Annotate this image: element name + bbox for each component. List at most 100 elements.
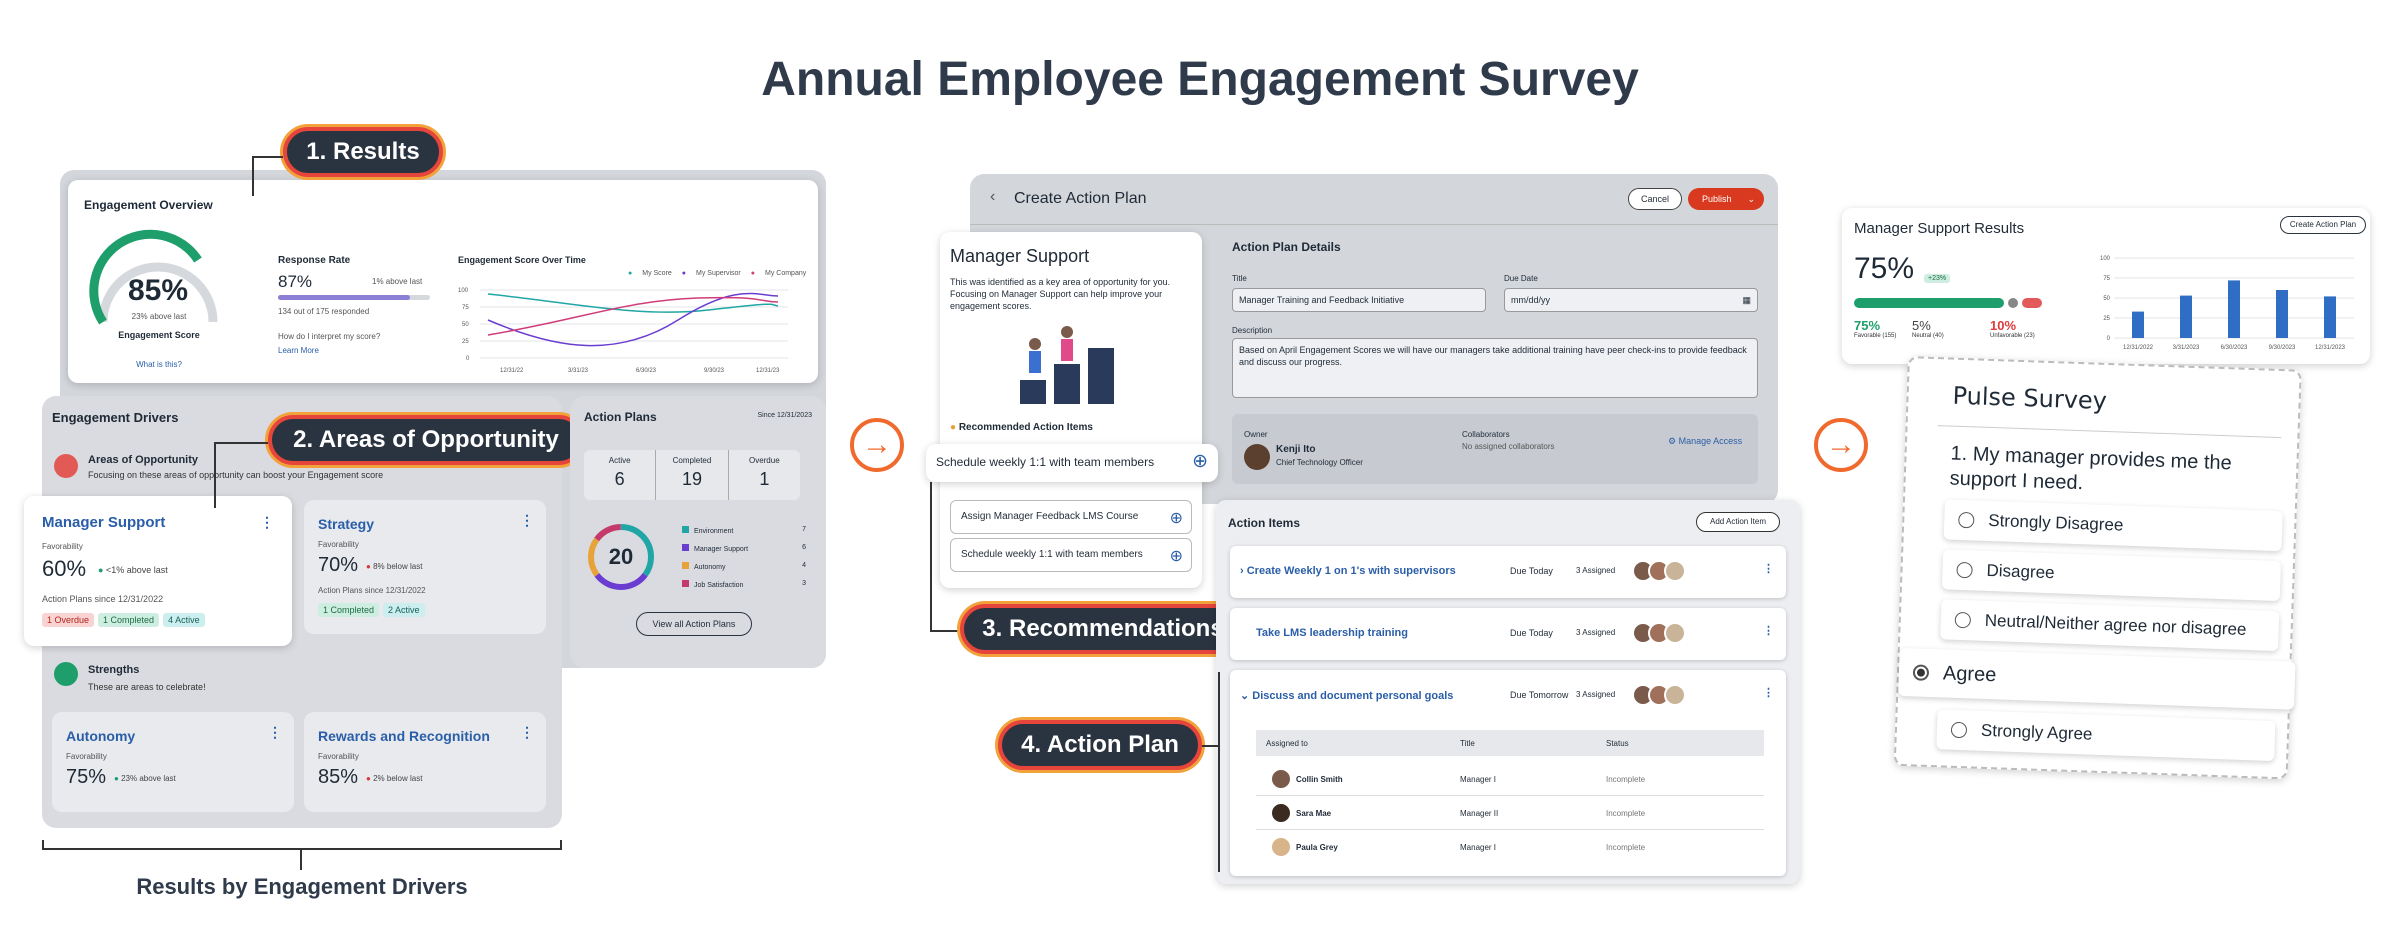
publish-button[interactable]: Publish ⌄	[1688, 188, 1764, 210]
strategy-delta: ● 8% below last	[366, 562, 423, 571]
engagement-drivers-panel: Engagement Drivers Areas of Opportunity …	[42, 396, 562, 828]
svg-text:3/31/23: 3/31/23	[568, 368, 589, 374]
action-plans-panel: Action Plans Since 12/31/2023 Active 6 Co…	[570, 396, 826, 668]
autonomy-value: 75%	[66, 766, 107, 788]
strengths-title: Strengths	[88, 664, 140, 676]
radio-option[interactable]: Disagree	[1941, 549, 2282, 602]
svg-text:6/30/23: 6/30/23	[636, 368, 657, 374]
description-field[interactable]: Based on April Engagement Scores we will…	[1232, 338, 1758, 398]
x-tick-label: 12/31/2023	[2315, 345, 2346, 351]
action-item-row[interactable]: › Create Weekly 1 on 1's with supervisor…	[1230, 546, 1786, 598]
action-item-row-expanded[interactable]: ⌄ Discuss and document personal goals Du…	[1230, 670, 1786, 876]
avatar-group	[1632, 684, 1686, 706]
results-bar-chart: 100 75 50 25 0 12/31/2022 3/31/2023 6/30/2023 9/…	[2100, 256, 2354, 351]
action-item-title: Take LMS leadership training	[1256, 627, 1408, 639]
msup-title: Manager Support	[950, 246, 1090, 266]
chevron-right-icon: ›	[1240, 565, 1244, 577]
rewards-delta: ● 2% below last	[366, 774, 423, 783]
more-icon[interactable]: ⋮	[268, 724, 282, 740]
radio-option[interactable]: Strongly Agree	[1936, 709, 2276, 762]
cancel-button[interactable]: Cancel	[1628, 188, 1682, 210]
engagement-overview-card: Engagement Overview 85% 23% above last E…	[68, 180, 818, 383]
trend-title: Engagement Score Over Time	[458, 255, 586, 265]
svg-text:25: 25	[462, 339, 469, 345]
action-plans-total: 20	[608, 544, 634, 569]
what-is-this-link[interactable]: What is this?	[136, 360, 182, 369]
step-action-plan: 4. Action Plan	[998, 720, 1202, 770]
manage-access-link[interactable]: ⚙ Manage Access	[1668, 436, 1743, 446]
more-icon[interactable]: ⋮	[260, 514, 274, 530]
bar	[2180, 295, 2192, 338]
add-icon: ⊕	[1169, 510, 1183, 527]
owner-name: Kenji Ito	[1276, 444, 1316, 455]
action-item-row[interactable]: Take LMS leadership training Due Today 3…	[1230, 608, 1786, 660]
owner-role: Chief Technology Officer	[1276, 458, 1363, 467]
svg-text:0: 0	[466, 356, 470, 362]
calendar-icon: ▦	[1742, 295, 1751, 305]
action-plans-label: Action Plans since 12/31/2022	[318, 586, 426, 595]
assigned-count: 3 Assigned	[1576, 690, 1616, 699]
arrow-right-icon: →	[1814, 418, 1868, 472]
assignee-table: Collin Smith Manager I Incomplete Sara Mae…	[1256, 762, 1764, 864]
x-tick-label: 9/30/2023	[2269, 345, 2296, 351]
autonomy-card[interactable]: Autonomy ⋮ Favorability 75% ● 23% above …	[52, 712, 294, 812]
manager-support-card[interactable]: Manager Support ⋮ Favorability 60% ● <1%…	[24, 496, 292, 646]
msr-title: Manager Support Results	[1854, 220, 2025, 237]
back-icon[interactable]: ‹	[990, 188, 996, 205]
more-icon: ⋮	[1763, 687, 1774, 699]
response-rate-detail: 134 out of 175 responded	[278, 307, 370, 316]
description-label: Description	[1232, 326, 1273, 335]
svg-text:75: 75	[462, 305, 469, 311]
assigned-count: 3 Assigned	[1576, 566, 1616, 575]
create-action-plan-button[interactable]: Create Action Plan	[2280, 216, 2366, 234]
strategy-card[interactable]: Strategy ⋮ Favorability 70% ● 8% below l…	[304, 500, 546, 634]
y-tick-label: 25	[2103, 316, 2110, 322]
collaborators-label: Collaborators	[1462, 430, 1510, 439]
autonomy-name: Autonomy	[66, 728, 136, 744]
neutral-stat: 5% Neutral (40)	[1912, 318, 1944, 339]
radio-option[interactable]: Neutral/Neither agree nor disagree	[1940, 599, 2280, 652]
x-tick-label: 3/31/2023	[2173, 345, 2200, 351]
action-item-title: ⌄ Discuss and document personal goals	[1240, 690, 1454, 702]
pulse-survey-card: Pulse Survey 1. My manager provides me t…	[1893, 356, 2302, 780]
score-value: 85%	[127, 274, 189, 307]
rec-item[interactable]: Schedule weekly 1:1 with team members ⊕	[950, 538, 1192, 572]
action-plan-stats: Active 6 Completed 19 Overdue 1	[584, 450, 800, 500]
overview-title: Engagement Overview	[84, 198, 213, 212]
msup-body: This was identified as a key area of opp…	[950, 277, 1171, 312]
due-text: Due Tomorrow	[1510, 690, 1569, 700]
avatar-group	[1632, 622, 1686, 644]
y-tick-label: 50	[2103, 296, 2110, 302]
more-icon[interactable]: ⋮	[520, 512, 534, 528]
owner-section: Owner Kenji Ito Chief Technology Officer…	[1232, 414, 1758, 484]
title-field[interactable]: Manager Training and Feedback Initiative	[1232, 288, 1486, 312]
radio-option[interactable]: Strongly Disagree	[1943, 499, 2283, 552]
results-by-drivers-label: Results by Engagement Drivers	[136, 874, 468, 899]
opportunity-icon	[54, 454, 78, 478]
y-tick-label: 100	[2100, 256, 2111, 262]
more-icon[interactable]: ⋮	[520, 724, 534, 740]
strategy-name: Strategy	[318, 516, 375, 532]
rec-item-highlighted[interactable]: Schedule weekly 1:1 with team members ⊕	[926, 444, 1218, 482]
score-gauge	[89, 229, 218, 325]
due-text: Due Today	[1510, 566, 1553, 576]
view-all-action-plans-button[interactable]: View all Action Plans	[636, 612, 752, 636]
assignee-table-header: Assigned to Title Status	[1256, 730, 1764, 756]
svg-text:100: 100	[458, 288, 469, 294]
rec-item[interactable]: Assign Manager Feedback LMS Course ⊕	[950, 500, 1192, 534]
add-action-item-button[interactable]: Add Action Item	[1696, 512, 1780, 532]
step-recommendations: 3. Recommendations	[960, 604, 1246, 654]
rewards-card[interactable]: Rewards and Recognition ⋮ Favorability 8…	[304, 712, 546, 812]
radio-option-selected[interactable]: Agree	[1898, 647, 2296, 710]
action-items-panel: Action Items Add Action Item › Create We…	[1216, 500, 1800, 884]
details-title: Action Plan Details	[1232, 240, 1341, 254]
manager-support-value: 60%	[42, 556, 87, 581]
x-tick-label: 6/30/2023	[2221, 345, 2248, 351]
more-icon: ⋮	[1763, 563, 1774, 575]
opp-sub: Focusing on these areas of opportunity c…	[88, 470, 384, 480]
action-plans-donut	[588, 524, 654, 590]
rec-title: ● Recommended Action Items	[950, 422, 1093, 433]
learn-more-link[interactable]: Learn More	[278, 346, 319, 355]
due-date-field[interactable]: mm/dd/yy ▦	[1504, 288, 1758, 312]
manager-support-tags: 1 Overdue 1 Completed 4 Active	[42, 610, 209, 628]
